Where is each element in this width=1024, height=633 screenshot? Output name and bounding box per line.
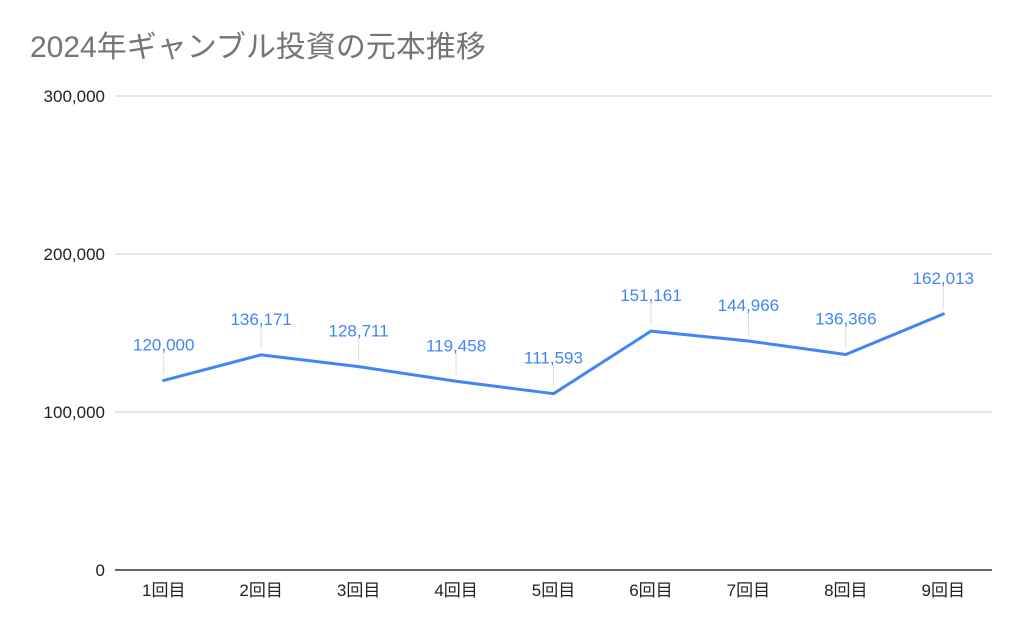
x-tick-label: 9回目: [922, 581, 965, 600]
x-tick-label: 2回目: [239, 581, 282, 600]
x-tick-label: 3回目: [337, 581, 380, 600]
data-labels: 120,000 136,171 128,711 119,458 111,593 151,1…: [133, 269, 974, 368]
data-point: [357, 365, 361, 369]
x-tick-label: 5回目: [532, 581, 575, 600]
x-tick-label: 1回目: [142, 581, 185, 600]
data-label: 136,171: [230, 310, 291, 329]
y-tick-label: 0: [96, 561, 105, 580]
data-label: 128,711: [329, 322, 389, 341]
data-point: [649, 329, 653, 333]
data-label-leaders: [163, 286, 944, 388]
series-lines: [162, 312, 945, 396]
data-point: [746, 339, 750, 343]
x-tick-label: 4回目: [434, 581, 477, 600]
gridlines: [115, 95, 992, 571]
x-tick-label: 6回目: [629, 581, 672, 600]
data-label: 144,966: [718, 296, 779, 315]
y-axis-ticks: 0 100,000 200,000 300,000: [44, 87, 105, 580]
y-tick-label: 200,000: [44, 245, 105, 264]
chart-title: 2024年ギャンブル投資の元本推移: [30, 31, 486, 64]
data-point: [552, 392, 555, 396]
y-tick-label: 100,000: [44, 403, 105, 422]
y-tick-label: 300,000: [44, 87, 105, 106]
data-point: [454, 379, 458, 383]
data-label: 162,013: [913, 269, 974, 288]
data-point: [941, 312, 945, 316]
x-tick-label: 7回目: [727, 581, 770, 600]
data-label: 151,161: [620, 286, 681, 305]
x-tick-label: 8回目: [824, 581, 867, 600]
data-label: 136,366: [815, 310, 876, 329]
data-label: 119,458: [426, 336, 486, 355]
data-label: 120,000: [133, 335, 194, 354]
data-point: [162, 378, 166, 382]
data-point: [844, 353, 848, 357]
data-point: [259, 353, 263, 357]
x-axis-ticks: 1回目 2回目 3回目 4回目 5回目 6回目 7回目 8回目 9回目: [142, 581, 965, 600]
data-label: 111,593: [524, 349, 583, 368]
